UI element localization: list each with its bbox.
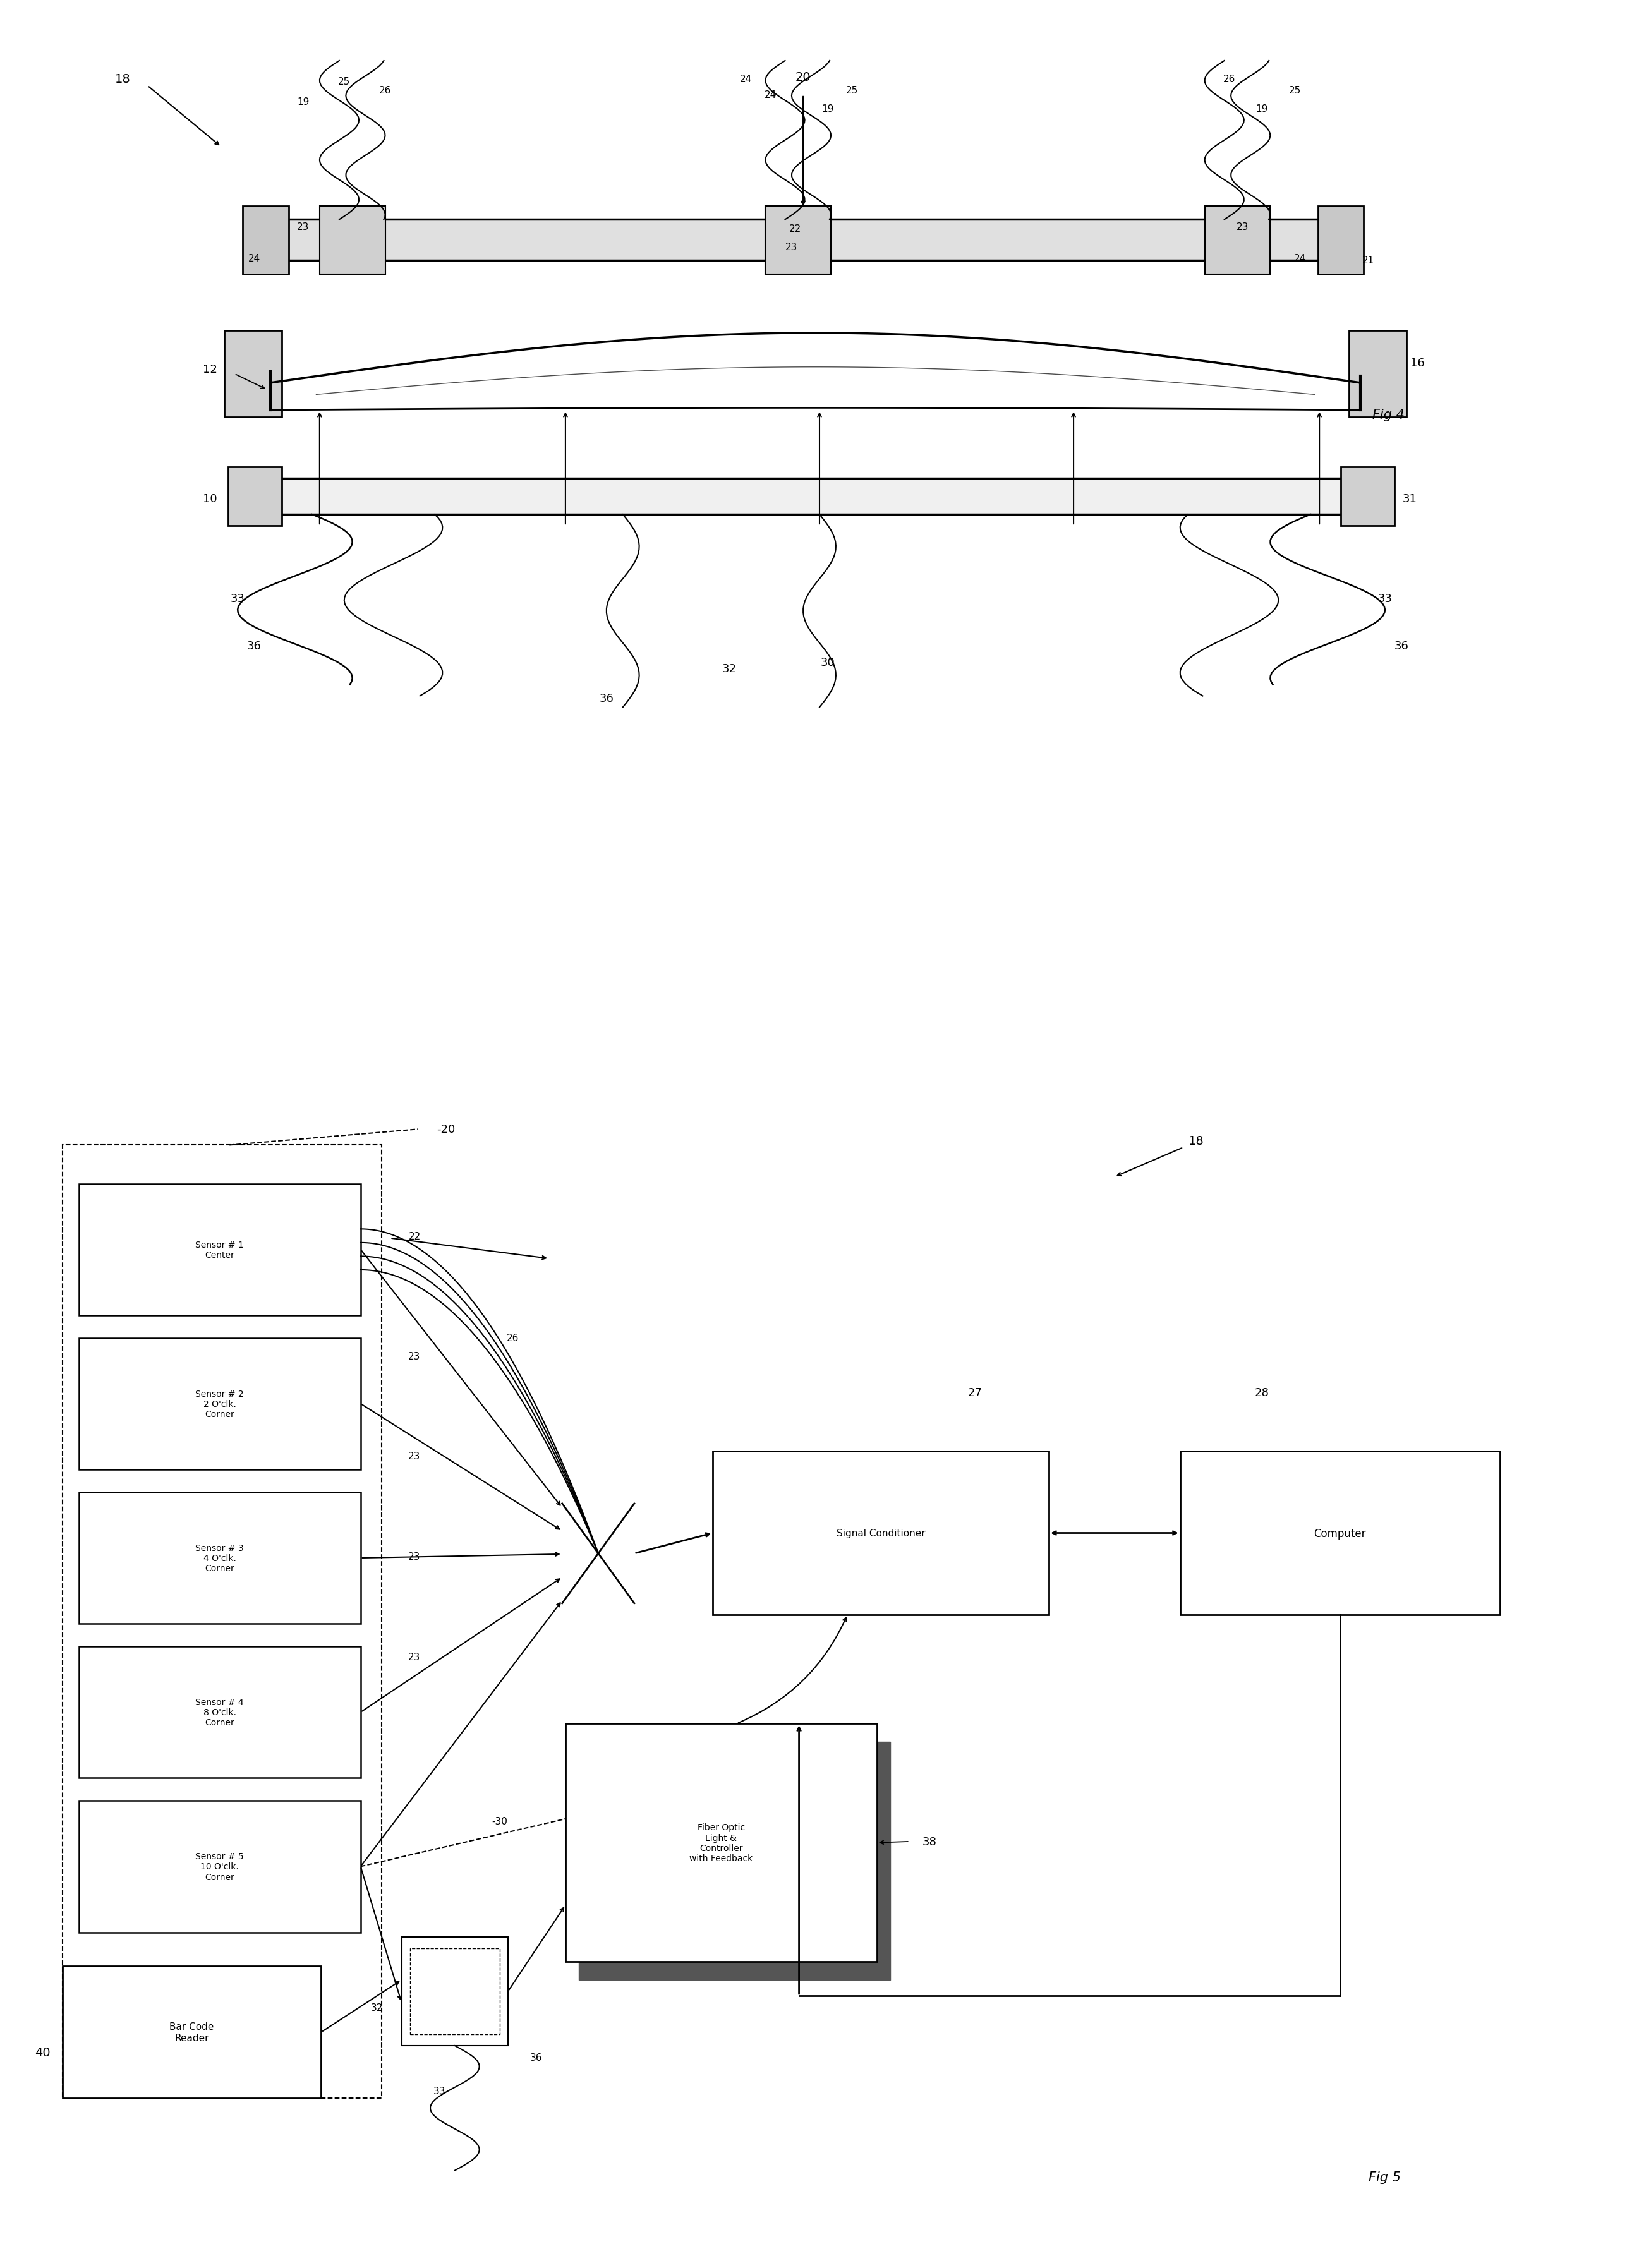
Text: Sensor # 2
2 O'clk.
Corner: Sensor # 2 2 O'clk. Corner — [195, 1390, 244, 1418]
Bar — [279, 220, 1328, 261]
Text: 25: 25 — [846, 86, 859, 95]
Text: 23: 23 — [785, 243, 798, 252]
Text: 28: 28 — [1255, 1386, 1269, 1399]
Text: 23: 23 — [408, 1452, 420, 1461]
Text: 32: 32 — [370, 2003, 384, 2012]
Text: 22: 22 — [408, 1232, 421, 1241]
Text: Sensor # 3
4 O'clk.
Corner: Sensor # 3 4 O'clk. Corner — [195, 1545, 244, 1572]
Bar — [79, 1801, 361, 1932]
Bar — [320, 206, 385, 274]
Text: 26: 26 — [506, 1334, 520, 1343]
Text: 36: 36 — [1395, 640, 1408, 653]
Text: 18: 18 — [115, 73, 131, 86]
Bar — [79, 1184, 361, 1315]
Text: 23: 23 — [297, 222, 310, 231]
Text: 23: 23 — [408, 1651, 420, 1662]
Text: -20: -20 — [436, 1123, 456, 1136]
Text: 23: 23 — [408, 1551, 420, 1560]
Bar — [713, 1452, 1049, 1615]
Text: Fiber Optic
Light &
Controller
with Feedback: Fiber Optic Light & Controller with Feed… — [690, 1823, 752, 1862]
Bar — [225, 331, 282, 417]
Bar — [410, 1948, 500, 2034]
Text: 36: 36 — [247, 640, 261, 653]
Bar — [1180, 1452, 1500, 1615]
Text: -30: -30 — [492, 1817, 508, 1826]
Text: 25: 25 — [338, 77, 351, 86]
Bar — [79, 1338, 361, 1470]
Text: 26: 26 — [1223, 75, 1236, 84]
Text: 12: 12 — [203, 363, 216, 376]
Text: Computer: Computer — [1314, 1526, 1365, 1540]
Text: 19: 19 — [1255, 104, 1269, 113]
Text: Bar Code
Reader: Bar Code Reader — [169, 2021, 215, 2043]
Text: 36: 36 — [600, 692, 613, 705]
Text: Signal Conditioner: Signal Conditioner — [836, 1529, 926, 1538]
Bar — [243, 206, 288, 274]
Bar — [79, 1492, 361, 1624]
Text: Sensor # 5
10 O'clk.
Corner: Sensor # 5 10 O'clk. Corner — [195, 1853, 244, 1880]
Bar — [79, 1647, 361, 1778]
Bar — [62, 1966, 321, 2098]
Text: 26: 26 — [379, 86, 392, 95]
Text: 10: 10 — [203, 492, 216, 506]
Text: Fig 5: Fig 5 — [1369, 2170, 1401, 2184]
Bar — [565, 1724, 877, 1962]
Text: 38: 38 — [923, 1835, 936, 1848]
Text: 19: 19 — [821, 104, 834, 113]
Text: 36: 36 — [529, 2053, 543, 2062]
Text: 31: 31 — [1403, 492, 1416, 506]
Text: 24: 24 — [247, 254, 261, 263]
Bar — [1318, 206, 1364, 274]
Text: 32: 32 — [723, 662, 736, 676]
Bar — [62, 1145, 382, 2098]
Bar — [1341, 467, 1395, 526]
Text: 18: 18 — [1188, 1134, 1205, 1148]
Text: 19: 19 — [297, 98, 310, 107]
Text: 21: 21 — [1362, 256, 1375, 265]
Bar — [1349, 331, 1406, 417]
Bar — [1205, 206, 1270, 274]
Text: 24: 24 — [764, 91, 777, 100]
Text: 24: 24 — [739, 75, 752, 84]
Text: 40: 40 — [34, 2046, 51, 2059]
Text: 33: 33 — [1378, 592, 1392, 606]
Text: Fig 4: Fig 4 — [1372, 408, 1405, 422]
Bar — [765, 206, 831, 274]
Text: 30: 30 — [821, 655, 834, 669]
Text: 33: 33 — [433, 2087, 446, 2096]
Bar — [402, 1937, 508, 2046]
Text: 16: 16 — [1411, 356, 1424, 370]
Text: 27: 27 — [969, 1386, 982, 1399]
Text: Sensor # 4
8 O'clk.
Corner: Sensor # 4 8 O'clk. Corner — [195, 1699, 244, 1726]
Text: Sensor # 1
Center: Sensor # 1 Center — [195, 1241, 244, 1259]
Text: 23: 23 — [408, 1352, 420, 1361]
Text: 33: 33 — [231, 592, 244, 606]
Text: 23: 23 — [1236, 222, 1249, 231]
Text: 22: 22 — [788, 225, 801, 234]
Bar — [228, 467, 282, 526]
Bar — [270, 479, 1352, 515]
Text: 24: 24 — [1293, 254, 1306, 263]
Text: 20: 20 — [795, 70, 811, 84]
Bar — [579, 1742, 890, 1980]
Text: 25: 25 — [1288, 86, 1301, 95]
